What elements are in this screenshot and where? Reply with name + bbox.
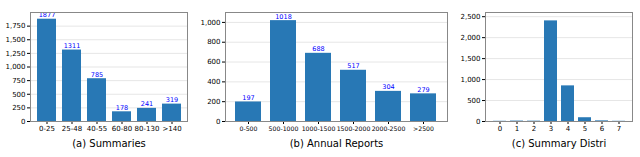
svg-text:6: 6 — [600, 125, 605, 133]
svg-text:40-55: 40-55 — [87, 125, 107, 133]
svg-text:178: 178 — [116, 104, 128, 112]
svg-text:(c) Summary Distri: (c) Summary Distri — [512, 138, 606, 149]
svg-text:500-1000: 500-1000 — [269, 125, 299, 132]
svg-text:517: 517 — [347, 62, 359, 70]
svg-text:2,500: 2,500 — [460, 13, 480, 21]
svg-text:2,000: 2,000 — [460, 34, 480, 42]
svg-text:>140: >140 — [162, 125, 181, 133]
svg-text:1000-1500: 1000-1500 — [302, 125, 336, 132]
svg-text:1877: 1877 — [38, 11, 56, 20]
svg-text:0: 0 — [216, 118, 220, 126]
svg-text:0-500: 0-500 — [240, 125, 258, 132]
svg-text:250: 250 — [12, 104, 25, 112]
svg-text:1: 1 — [515, 125, 519, 133]
svg-text:200: 200 — [207, 98, 220, 106]
svg-text:1018: 1018 — [275, 13, 292, 21]
svg-text:750: 750 — [12, 77, 25, 85]
svg-text:1,500: 1,500 — [460, 55, 480, 63]
svg-text:3: 3 — [549, 125, 553, 133]
svg-text:4: 4 — [566, 125, 571, 133]
svg-text:1311: 1311 — [64, 42, 81, 50]
svg-text:500: 500 — [467, 97, 480, 105]
svg-text:304: 304 — [382, 83, 394, 91]
svg-text:1,000: 1,000 — [200, 19, 220, 27]
svg-text:279: 279 — [417, 86, 429, 94]
svg-text:1,500: 1,500 — [5, 36, 25, 44]
svg-text:2: 2 — [532, 125, 536, 133]
svg-text:25-48: 25-48 — [62, 125, 82, 133]
svg-text:197: 197 — [242, 94, 254, 102]
svg-text:1,000: 1,000 — [5, 63, 25, 71]
svg-text:0: 0 — [21, 118, 25, 126]
svg-text:2000-2500: 2000-2500 — [372, 125, 406, 132]
svg-text:800: 800 — [207, 38, 220, 46]
svg-text:400: 400 — [207, 78, 220, 86]
svg-text:1,750: 1,750 — [5, 22, 25, 30]
svg-text:0: 0 — [476, 118, 480, 126]
svg-text:0-25: 0-25 — [39, 125, 55, 133]
svg-text:319: 319 — [166, 96, 178, 104]
svg-text:241: 241 — [141, 100, 153, 108]
svg-text:1500-2000: 1500-2000 — [337, 125, 371, 132]
svg-text:1,000: 1,000 — [460, 76, 480, 84]
svg-text:600: 600 — [207, 58, 220, 66]
svg-text:785: 785 — [91, 71, 103, 79]
svg-text:688: 688 — [312, 45, 324, 53]
svg-text:7: 7 — [617, 125, 621, 133]
svg-text:5: 5 — [583, 125, 587, 133]
svg-text:80-130: 80-130 — [135, 125, 160, 133]
svg-text:60-80: 60-80 — [112, 125, 132, 133]
svg-text:500: 500 — [12, 90, 25, 98]
svg-text:0: 0 — [498, 125, 502, 133]
svg-text:(b) Annual Reports: (b) Annual Reports — [290, 138, 384, 149]
svg-text:(a) Summaries: (a) Summaries — [72, 138, 146, 149]
svg-text:1,250: 1,250 — [5, 50, 25, 58]
svg-text:>2500: >2500 — [413, 125, 434, 132]
